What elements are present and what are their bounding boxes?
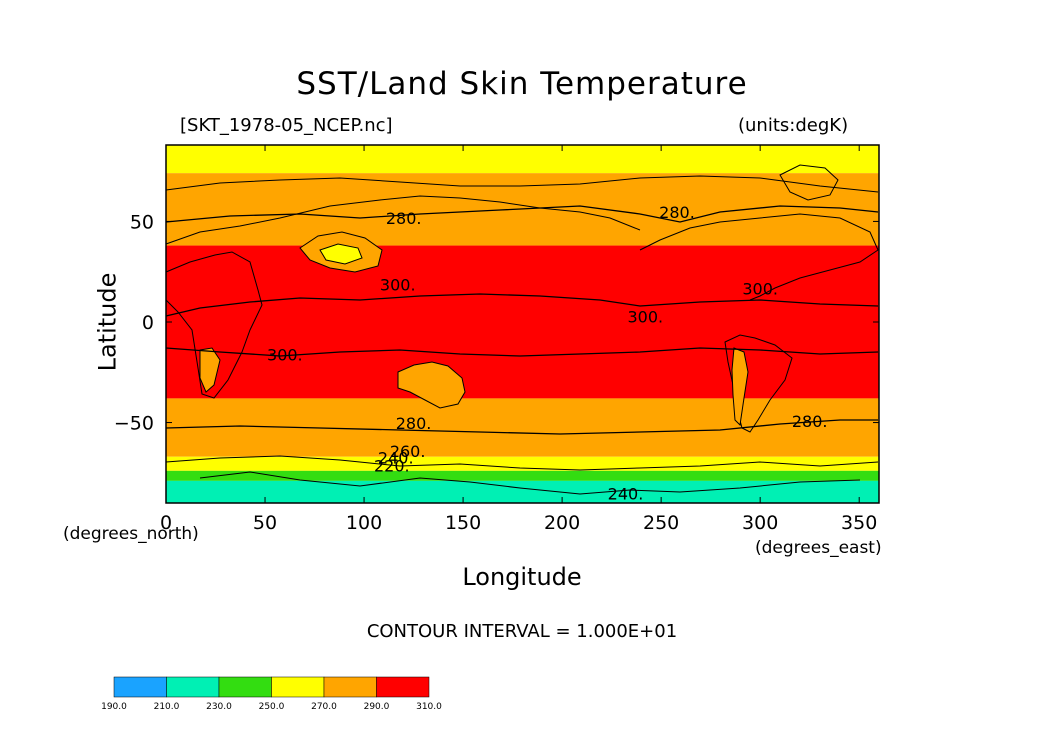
- land-outlines: [165, 164, 879, 495]
- colorbar-level-6: 310.0: [416, 702, 442, 712]
- contour-label-5: 300.: [267, 346, 303, 365]
- y-tick-label-0: −50: [114, 413, 154, 435]
- contour-label-11: 240.: [608, 484, 644, 503]
- contour-interval-label: CONTOUR INTERVAL = 1.000E+01: [366, 621, 678, 642]
- band-6: [166, 480, 879, 503]
- africa-highlands: [199, 347, 221, 393]
- x-tick-label-5: 250: [643, 512, 679, 534]
- units-label: (units:degK): [738, 115, 849, 136]
- arctic-coast: [165, 175, 879, 193]
- contour-label-9: 240.: [378, 448, 414, 467]
- x-units-label: (degrees_east): [755, 538, 882, 558]
- colorbar-swatch-4: [323, 676, 377, 698]
- antarctic-inner-contour: [199, 471, 861, 495]
- plot-frame: [165, 144, 880, 504]
- axis-ticks: 0 50 100 150 200 250 300 350 −50 0 50: [114, 145, 879, 534]
- band-3: [166, 398, 879, 457]
- tibet-core: [319, 243, 363, 265]
- band-5: [166, 470, 879, 481]
- file-label: [SKT_1978-05_NCEP.nc]: [180, 115, 393, 136]
- colorbar-swatch-1: [166, 676, 220, 698]
- contour-label-7: 280.: [792, 412, 828, 431]
- x-tick-label-7: 350: [841, 512, 877, 534]
- x-tick-label-0: 0: [160, 512, 172, 534]
- contour-label-10: 220.: [374, 456, 410, 475]
- contour-300-south: [165, 347, 879, 357]
- band-0: [166, 145, 879, 174]
- contour-280-south: [165, 419, 878, 435]
- north-america-outline: [639, 213, 879, 301]
- contour-300-north: [165, 293, 879, 317]
- chart-title: SST/Land Skin Temperature: [296, 66, 748, 102]
- band-2: [166, 245, 879, 399]
- colorbar-swatch-0: [113, 676, 167, 698]
- colorbar-level-0: 190.0: [101, 702, 127, 712]
- contour-labels: 280. 280.300. 300.300.300.280. 280.260.240.…: [267, 203, 827, 504]
- band-4: [166, 456, 879, 471]
- contour-label-1: 280.: [659, 203, 695, 222]
- colorbar-swatch-3: [271, 676, 325, 698]
- colorbar-level-2: 230.0: [206, 702, 232, 712]
- australia-outline: [397, 361, 466, 409]
- x-tick-label-4: 200: [544, 512, 580, 534]
- x-tick-label-3: 150: [445, 512, 481, 534]
- colorbar: 190.0 210.0 230.0 250.0 270.0 290.0 310.0: [101, 676, 442, 712]
- x-axis-label: Longitude: [462, 563, 582, 591]
- colorbar-level-1: 210.0: [154, 702, 180, 712]
- contour-label-8: 260.: [390, 442, 426, 461]
- colorbar-level-3: 250.0: [259, 702, 285, 712]
- y-units-label: (degrees_north): [63, 524, 199, 544]
- antarctic-coast: [165, 455, 879, 471]
- x-tick-label-2: 100: [346, 512, 382, 534]
- contour-label-3: 300.: [742, 279, 778, 298]
- colorbar-level-5: 290.0: [364, 702, 390, 712]
- y-tick-label-1: 0: [142, 312, 154, 334]
- colorbar-swatch-5: [376, 676, 430, 698]
- x-tick-label-6: 300: [742, 512, 778, 534]
- contour-280-north: [165, 205, 879, 223]
- contour-label-6: 280.: [396, 414, 432, 433]
- temperature-bands: [166, 145, 879, 503]
- contour-label-0: 280.: [386, 209, 422, 228]
- contour-label-2: 300.: [380, 275, 416, 294]
- x-tick-label-1: 50: [253, 512, 277, 534]
- africa-outline: [165, 251, 263, 399]
- colorbar-swatch-2: [218, 676, 272, 698]
- contour-label-4: 300.: [627, 307, 663, 326]
- colorbar-level-4: 270.0: [311, 702, 337, 712]
- eurasia-outline: [165, 195, 641, 245]
- y-tick-label-2: 50: [130, 211, 154, 233]
- south-america-highlands: [731, 347, 749, 427]
